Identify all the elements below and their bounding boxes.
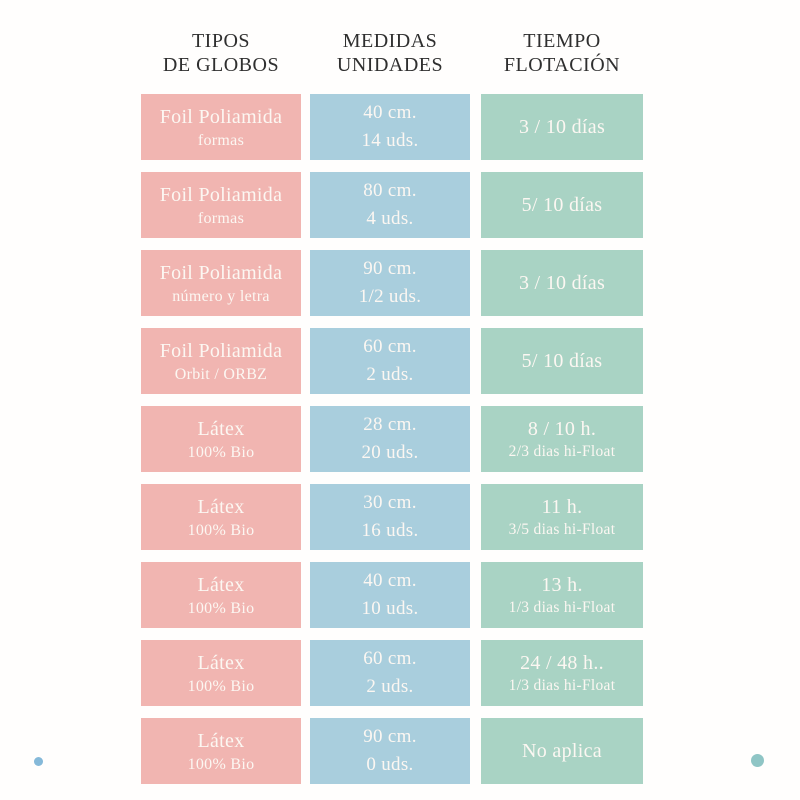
cell-tiempo-flotacion: 11 h. 3/5 dias hi-Float [481,484,643,550]
column-header-tipos-globos: TIPOS DE GLOBOS [141,29,301,77]
cell-text: 90 cm. [363,258,417,279]
cell-subtext: 100% Bio [187,755,255,773]
cell-subtext: 4 uds. [366,208,414,229]
cell-medida-unidades: 28 cm. 20 uds. [310,406,470,472]
cell-subtext: 100% Bio [187,521,255,539]
cell-subtext: 0 uds. [366,754,414,775]
cell-subtext: 3/5 dias hi-Float [508,521,616,538]
cell-text: 80 cm. [363,180,417,201]
cell-subtext: 1/3 dias hi-Float [508,677,616,694]
cell-subtext: formas [197,209,245,227]
cell-medida-unidades: 90 cm. 1/2 uds. [310,250,470,316]
cell-subtext: 100% Bio [187,599,255,617]
cell-medida-unidades: 60 cm. 2 uds. [310,640,470,706]
cell-subtext: Orbit / ORBZ [174,365,268,383]
table-header-row: TIPOS DE GLOBOS MEDIDAS UNIDADES TIEMPO … [141,29,643,77]
table-row: Foil Poliamida formas 40 cm. 14 uds. 3 /… [141,94,643,160]
header-line: TIEMPO [523,30,601,52]
cell-text: 3 / 10 días [518,272,606,294]
cell-subtext: 20 uds. [361,442,419,463]
cell-subtext: 2 uds. [366,676,414,697]
cell-medida-unidades: 40 cm. 10 uds. [310,562,470,628]
cell-subtext: 2 uds. [366,364,414,385]
cell-text: Látex [197,651,245,674]
header-line: FLOTACIÓN [503,54,621,76]
decorative-dot-teal [751,754,764,767]
table-row: Foil Poliamida Orbit / ORBZ 60 cm. 2 uds… [141,328,643,394]
cell-tiempo-flotacion: 3 / 10 días [481,250,643,316]
cell-text: 30 cm. [363,492,417,513]
cell-tiempo-flotacion: 24 / 48 h.. 1/3 dias hi-Float [481,640,643,706]
table-row: Látex 100% Bio 40 cm. 10 uds. 13 h. 1/3 … [141,562,643,628]
cell-text: 11 h. [541,496,583,518]
cell-tipo-globo: Látex 100% Bio [141,484,301,550]
cell-text: 90 cm. [363,726,417,747]
table-body: Foil Poliamida formas 40 cm. 14 uds. 3 /… [141,94,643,796]
cell-text: 40 cm. [363,102,417,123]
table-row: Foil Poliamida número y letra 90 cm. 1/2… [141,250,643,316]
cell-tiempo-flotacion: 8 / 10 h. 2/3 dias hi-Float [481,406,643,472]
cell-text: No aplica [522,740,602,762]
cell-tiempo-flotacion: 3 / 10 días [481,94,643,160]
cell-medida-unidades: 60 cm. 2 uds. [310,328,470,394]
cell-tipo-globo: Foil Poliamida Orbit / ORBZ [141,328,301,394]
cell-tipo-globo: Foil Poliamida número y letra [141,250,301,316]
cell-text: 28 cm. [363,414,417,435]
cell-subtext: formas [197,131,245,149]
cell-text: Látex [197,417,245,440]
cell-text: Foil Poliamida [159,105,283,128]
cell-tiempo-flotacion: 13 h. 1/3 dias hi-Float [481,562,643,628]
cell-text: 3 / 10 días [518,116,606,138]
cell-tipo-globo: Látex 100% Bio [141,718,301,784]
table-row: Foil Poliamida formas 80 cm. 4 uds. 5/ 1… [141,172,643,238]
cell-subtext: 100% Bio [187,443,255,461]
cell-tipo-globo: Látex 100% Bio [141,640,301,706]
cell-tiempo-flotacion: 5/ 10 días [481,172,643,238]
cell-medida-unidades: 40 cm. 14 uds. [310,94,470,160]
header-line: DE GLOBOS [162,54,280,76]
cell-text: 60 cm. [363,648,417,669]
cell-subtext: 14 uds. [361,130,419,151]
cell-medida-unidades: 90 cm. 0 uds. [310,718,470,784]
cell-tiempo-flotacion: 5/ 10 días [481,328,643,394]
decorative-dot-blue [34,757,43,766]
table-row: Látex 100% Bio 60 cm. 2 uds. 24 / 48 h..… [141,640,643,706]
cell-text: Foil Poliamida [159,261,283,284]
cell-text: Látex [197,495,245,518]
cell-tipo-globo: Foil Poliamida formas [141,94,301,160]
cell-text: 5/ 10 días [521,350,603,372]
cell-text: 5/ 10 días [521,194,603,216]
cell-text: Látex [197,573,245,596]
cell-medida-unidades: 80 cm. 4 uds. [310,172,470,238]
cell-subtext: 100% Bio [187,677,255,695]
cell-text: 13 h. [541,574,583,596]
cell-text: 40 cm. [363,570,417,591]
header-line: UNIDADES [336,54,444,76]
cell-subtext: 16 uds. [361,520,419,541]
cell-text: Látex [197,729,245,752]
column-header-tiempo-flotacion: TIEMPO FLOTACIÓN [481,29,643,77]
cell-subtext: 2/3 dias hi-Float [508,443,616,460]
header-line: MEDIDAS [342,30,438,52]
cell-text: 24 / 48 h.. [520,652,604,674]
table-row: Látex 100% Bio 28 cm. 20 uds. 8 / 10 h. … [141,406,643,472]
cell-text: 60 cm. [363,336,417,357]
cell-subtext: 1/3 dias hi-Float [508,599,616,616]
cell-tipo-globo: Foil Poliamida formas [141,172,301,238]
cell-text: Foil Poliamida [159,183,283,206]
cell-medida-unidades: 30 cm. 16 uds. [310,484,470,550]
cell-tipo-globo: Látex 100% Bio [141,406,301,472]
cell-tipo-globo: Látex 100% Bio [141,562,301,628]
cell-text: 8 / 10 h. [527,418,597,440]
column-header-medidas-unidades: MEDIDAS UNIDADES [310,29,470,77]
cell-tiempo-flotacion: No aplica [481,718,643,784]
cell-subtext: número y letra [172,287,270,305]
cell-subtext: 1/2 uds. [358,286,422,307]
cell-text: Foil Poliamida [159,339,283,362]
cell-subtext: 10 uds. [361,598,419,619]
table-row: Látex 100% Bio 30 cm. 16 uds. 11 h. 3/5 … [141,484,643,550]
table-row: Látex 100% Bio 90 cm. 0 uds. No aplica [141,718,643,784]
header-line: TIPOS [191,30,251,52]
